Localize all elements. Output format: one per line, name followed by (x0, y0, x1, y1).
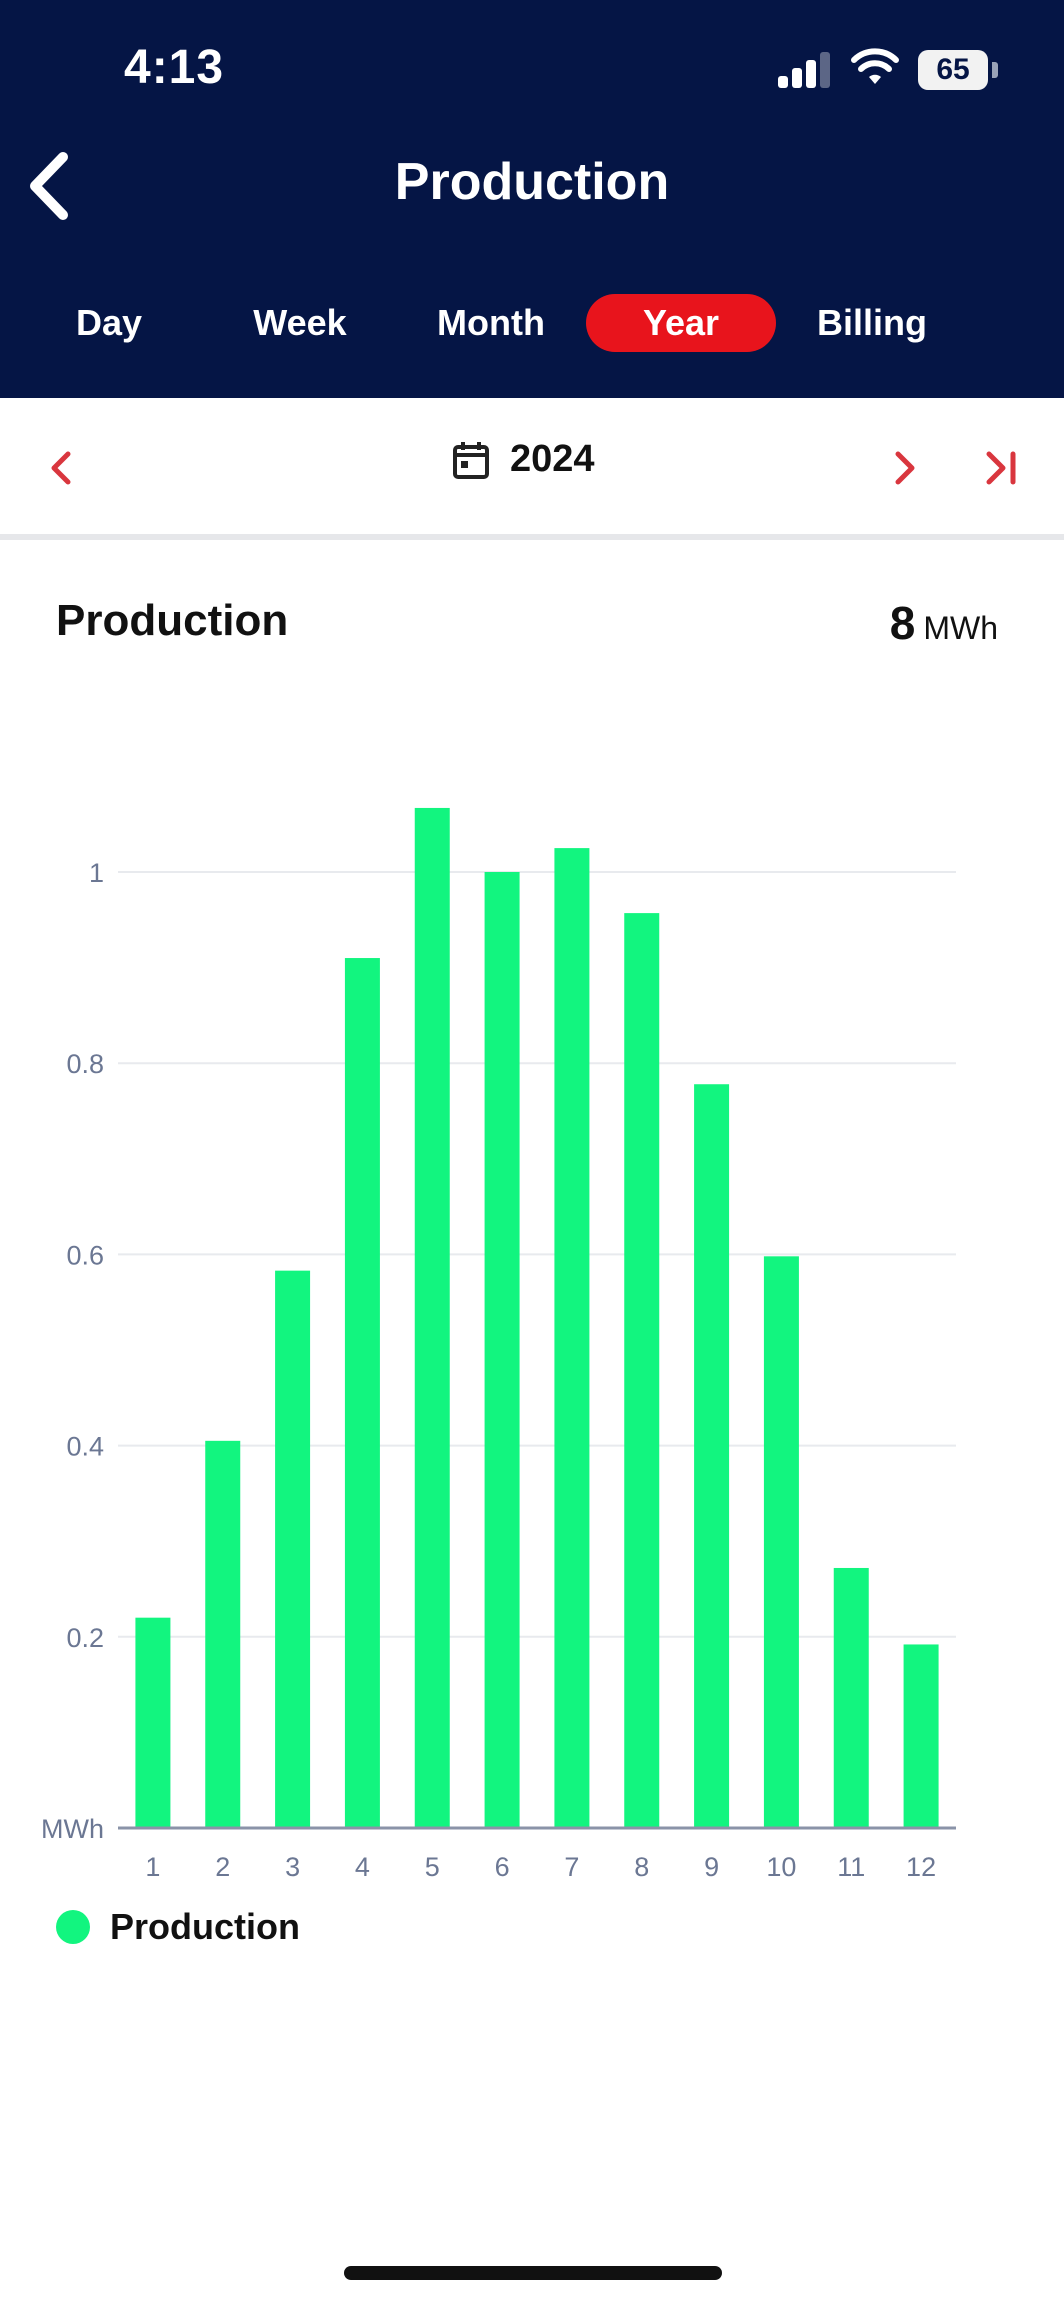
battery-cap (992, 62, 998, 78)
legend-label: Production (110, 1906, 300, 1947)
chevron-left-icon (51, 451, 71, 485)
bar-month-12[interactable] (903, 1644, 939, 1828)
chart-bars (135, 807, 939, 1828)
bar-month-8[interactable] (624, 913, 660, 1828)
latest-period-button[interactable] (976, 442, 1026, 494)
x-tick-label: 3 (285, 1852, 300, 1880)
tab-month[interactable]: Month (437, 302, 545, 343)
period-label: 2024 (510, 438, 595, 480)
x-tick-label: 11 (837, 1852, 865, 1880)
total-production: 8 MWh (890, 596, 998, 650)
x-tick-label: 8 (634, 1852, 649, 1880)
calendar-icon (453, 441, 489, 479)
period-tabs: Day Week Month Year Billing (0, 294, 1064, 360)
x-tick-label: 12 (906, 1852, 936, 1880)
bar-month-7[interactable] (554, 848, 590, 1828)
status-time: 4:13 (124, 41, 225, 94)
x-tick-label: 4 (355, 1852, 370, 1880)
y-tick-label: 0.6 (66, 1240, 104, 1270)
y-tick-label: 0.8 (66, 1049, 104, 1079)
date-picker[interactable]: 2024 (452, 438, 595, 481)
card-title: Production (56, 596, 289, 645)
date-navigator: 2024 (0, 398, 1064, 536)
section-divider (0, 534, 1064, 540)
home-indicator (344, 2266, 722, 2280)
cellular-signal-icon (778, 52, 832, 88)
total-unit: MWh (923, 610, 998, 646)
y-tick-label: 0.2 (66, 1623, 104, 1653)
chart-gridlines (118, 871, 956, 1638)
y-axis-unit-label: MWh (41, 1814, 104, 1844)
bar-month-5[interactable] (414, 807, 450, 1828)
tab-week[interactable]: Week (253, 302, 347, 343)
x-tick-label: 7 (564, 1852, 579, 1880)
x-tick-label: 10 (766, 1852, 796, 1880)
total-value: 8 (889, 597, 916, 649)
tab-day[interactable]: Day (75, 302, 143, 343)
next-period-button[interactable] (880, 442, 930, 494)
bar-month-2[interactable] (205, 1440, 241, 1828)
back-button[interactable] (18, 148, 78, 224)
skip-to-end-icon (986, 451, 1016, 485)
bar-month-1[interactable] (135, 1617, 171, 1828)
chevron-left-icon (30, 152, 68, 220)
x-tick-label: 9 (704, 1852, 719, 1880)
page-title: Production (394, 153, 670, 211)
x-tick-label: 1 (145, 1852, 160, 1880)
bar-month-6[interactable] (484, 872, 520, 1828)
bar-month-10[interactable] (763, 1256, 799, 1828)
x-tick-label: 2 (215, 1852, 230, 1880)
bar-month-3[interactable] (275, 1270, 311, 1828)
chevron-right-icon (895, 451, 915, 485)
y-tick-label: 0.4 (66, 1432, 104, 1462)
y-tick-label: 1 (89, 858, 104, 888)
x-tick-label: 6 (495, 1852, 510, 1880)
battery-indicator: 65 (918, 50, 988, 90)
legend-swatch (56, 1910, 90, 1944)
tab-billing[interactable]: Billing (817, 302, 927, 343)
chart-legend: Production (56, 1906, 300, 1948)
wifi-icon (851, 48, 899, 84)
x-tick-label: 5 (425, 1852, 440, 1880)
bar-month-9[interactable] (694, 1084, 730, 1828)
tab-year[interactable]: Year (586, 294, 776, 352)
previous-period-button[interactable] (36, 442, 86, 494)
app-header: 4:13 65 Production Day Week Month Year B… (0, 0, 1064, 398)
bar-month-11[interactable] (833, 1567, 869, 1828)
bar-month-4[interactable] (344, 958, 380, 1828)
